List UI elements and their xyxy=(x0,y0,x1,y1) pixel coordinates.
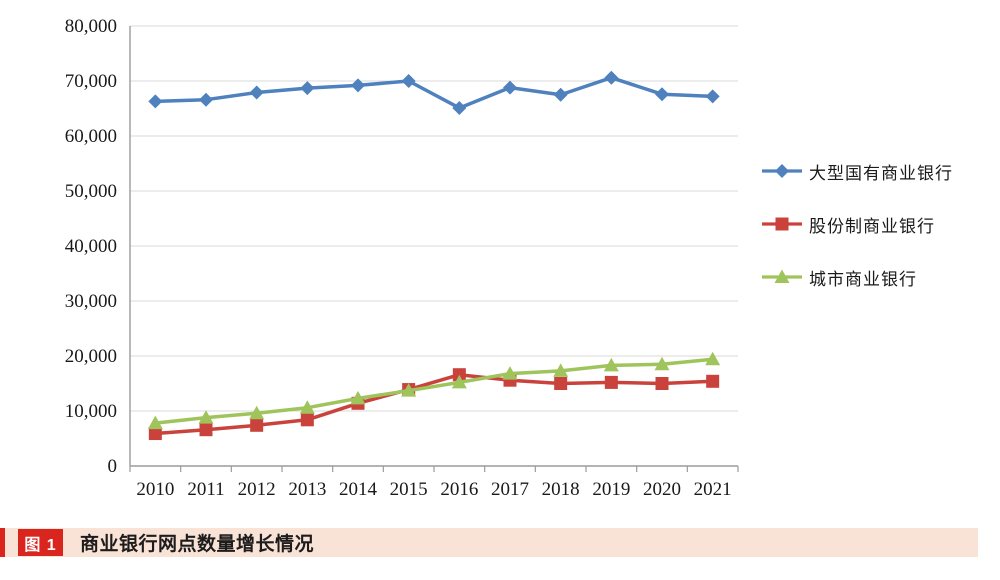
y-axis-tick-label: 0 xyxy=(108,456,118,477)
caption-bar: 图 1 商业银行网点数量增长情况 xyxy=(0,528,978,557)
caption-left-stripe xyxy=(0,528,5,557)
legend-label: 大型国有商业银行 xyxy=(809,163,953,183)
y-axis-tick-label: 30,000 xyxy=(65,291,117,312)
series-line xyxy=(153,372,715,436)
y-axis-tick-label: 70,000 xyxy=(65,71,117,92)
legend-triangle-marker-icon xyxy=(762,269,802,283)
y-axis-tick-label: 20,000 xyxy=(65,346,117,367)
y-axis-tick-label: 50,000 xyxy=(65,181,117,202)
figure-title: 商业银行网点数量增长情况 xyxy=(80,534,315,555)
y-axis-tick-label: 40,000 xyxy=(65,236,117,257)
legend-label: 股份制商业银行 xyxy=(809,216,935,236)
x-axis-tick-label: 2021 xyxy=(694,479,732,500)
figure-number-badge: 图 1 xyxy=(18,529,63,556)
x-axis-tick-label: 2018 xyxy=(542,479,580,500)
x-axis-tick-label: 2019 xyxy=(592,479,630,500)
line-chart-plot: 0 10,000 20,000 30,000 40,000 50,000 60,000 70,… xyxy=(65,16,739,500)
x-axis-tick-label: 2013 xyxy=(288,479,326,500)
x-axis-tick-label: 2010 xyxy=(136,479,174,500)
y-axis-tick-label: 10,000 xyxy=(65,401,117,422)
legend-item-city-commercial-banks: 城市商业银行 xyxy=(762,264,953,290)
x-axis-tick-label: 2020 xyxy=(643,479,681,500)
legend-square-marker-icon xyxy=(762,217,802,231)
y-axis-tick-label: 60,000 xyxy=(65,126,117,147)
x-axis-tick-label: 2014 xyxy=(339,479,378,500)
series-line xyxy=(153,357,715,425)
series-line xyxy=(153,75,715,110)
x-axis-tick-label: 2011 xyxy=(187,479,224,500)
legend-item-joint-stock-banks: 股份制商业银行 xyxy=(762,211,953,237)
legend-label: 城市商业银行 xyxy=(809,269,917,289)
legend: 大型国有商业银行 股份制商业银行 城市商业银行 xyxy=(762,158,953,290)
legend-diamond-marker-icon xyxy=(762,164,802,178)
x-axis-tick-label: 2016 xyxy=(440,479,478,500)
legend-item-large-state-owned-banks: 大型国有商业银行 xyxy=(762,158,953,184)
y-axis-tick-label: 80,000 xyxy=(65,16,117,37)
x-axis-tick-label: 2012 xyxy=(238,479,276,500)
x-axis-tick-label: 2015 xyxy=(390,479,428,500)
x-axis-tick-label: 2017 xyxy=(491,479,529,500)
